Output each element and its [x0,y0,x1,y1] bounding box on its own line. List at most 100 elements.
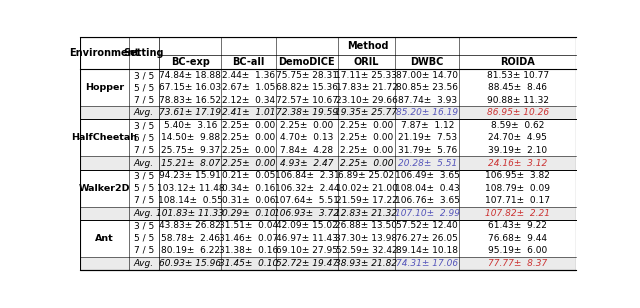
Bar [80,257,576,270]
Text: 3 / 5: 3 / 5 [134,171,154,180]
Text: Setting: Setting [124,48,164,58]
Text: 5 / 5: 5 / 5 [134,184,154,192]
Text: 103.12± 11.48: 103.12± 11.48 [157,184,224,192]
Text: 14.50±  9.88: 14.50± 9.88 [161,133,220,143]
Bar [80,156,576,169]
Text: 2.25±  0.00: 2.25± 0.00 [222,133,275,143]
Text: 52.59± 32.42: 52.59± 32.42 [335,246,397,255]
Text: HalfCheetah: HalfCheetah [71,133,138,143]
Text: 2.25±  0.00: 2.25± 0.00 [222,121,275,130]
Text: 2.25±  0.00: 2.25± 0.00 [340,121,393,130]
Text: 23.10± 29.66: 23.10± 29.66 [335,96,397,105]
Text: 12.83± 21.32: 12.83± 21.32 [335,209,397,217]
Text: 107.64±  5.51: 107.64± 5.51 [275,196,339,205]
Text: 76.27± 26.05: 76.27± 26.05 [396,233,458,243]
Text: DemoDICE: DemoDICE [278,57,335,67]
Text: 2.12±  0.34: 2.12± 0.34 [222,96,275,105]
Text: 106.95±  3.82: 106.95± 3.82 [485,171,550,180]
Text: 3 / 5: 3 / 5 [134,221,154,230]
Text: 60.93± 15.96: 60.93± 15.96 [159,259,221,268]
Text: 68.82± 15.36: 68.82± 15.36 [276,83,338,92]
Text: 24.70±  4.95: 24.70± 4.95 [488,133,547,143]
Text: 67.15± 16.03: 67.15± 16.03 [159,83,221,92]
Text: ORIL: ORIL [354,57,379,67]
Text: 7.84±  4.28: 7.84± 4.28 [280,146,333,155]
Text: 0.34±  0.16: 0.34± 0.16 [222,184,275,192]
Text: 106.32±  2.44: 106.32± 2.44 [275,184,339,192]
Text: 106.49±  3.65: 106.49± 3.65 [395,171,460,180]
Text: 52.72± 19.47: 52.72± 19.47 [276,259,338,268]
Text: Method: Method [347,41,388,51]
Text: ROIDA: ROIDA [500,57,535,67]
Text: 15.21±  8.07: 15.21± 8.07 [161,159,220,168]
Text: BC-exp: BC-exp [171,57,210,67]
Text: 76.68±  9.44: 76.68± 9.44 [488,233,547,243]
Text: 94.23± 15.91: 94.23± 15.91 [159,171,221,180]
Text: 3 / 5: 3 / 5 [134,121,154,130]
Text: 107.71±  0.17: 107.71± 0.17 [485,196,550,205]
Text: 20.28±  5.51: 20.28± 5.51 [397,159,457,168]
Text: 81.53± 10.77: 81.53± 10.77 [486,71,548,80]
Text: 108.04±  0.43: 108.04± 0.43 [395,184,460,192]
Text: 2.41±  1.01: 2.41± 1.01 [222,108,275,117]
Text: 0.31±  0.06: 0.31± 0.06 [222,196,275,205]
Text: 108.14±  0.55: 108.14± 0.55 [158,196,223,205]
Text: Avg.: Avg. [134,209,154,217]
Text: 5 / 5: 5 / 5 [134,133,154,143]
Text: 80.85± 23.56: 80.85± 23.56 [396,83,458,92]
Text: Walker2D: Walker2D [79,184,130,192]
Text: 88.45±  8.46: 88.45± 8.46 [488,83,547,92]
Text: 7 / 5: 7 / 5 [134,146,154,155]
Text: 2.25±  0.00: 2.25± 0.00 [340,133,393,143]
Text: 87.74±  3.93: 87.74± 3.93 [397,96,457,105]
Text: 42.09± 15.02: 42.09± 15.02 [276,221,338,230]
Text: 4.70±  0.13: 4.70± 0.13 [280,133,333,143]
Text: 43.83± 26.82: 43.83± 26.82 [159,221,221,230]
Text: 2.67±  1.05: 2.67± 1.05 [222,83,275,92]
Text: 37.30± 13.98: 37.30± 13.98 [335,233,397,243]
Text: 10.02± 21.00: 10.02± 21.00 [335,184,397,192]
Text: 2.25±  0.00: 2.25± 0.00 [222,159,275,168]
Text: 7.87±  1.12: 7.87± 1.12 [401,121,454,130]
Text: 31.51±  0.04: 31.51± 0.04 [219,221,278,230]
Text: 5.40±  3.16: 5.40± 3.16 [164,121,217,130]
Text: 57.52± 12.40: 57.52± 12.40 [396,221,458,230]
Text: 3 / 5: 3 / 5 [134,71,154,80]
Text: Avg.: Avg. [134,159,154,168]
Text: 6.89± 25.02: 6.89± 25.02 [339,171,394,180]
Text: 89.14± 10.18: 89.14± 10.18 [396,246,458,255]
Text: 106.76±  3.65: 106.76± 3.65 [395,196,460,205]
Text: Environment: Environment [69,48,140,58]
Text: 2.44±  1.36: 2.44± 1.36 [222,71,275,80]
Text: 17.11± 25.33: 17.11± 25.33 [335,71,397,80]
Text: 5 / 5: 5 / 5 [134,233,154,243]
Text: 74.31± 17.06: 74.31± 17.06 [396,259,458,268]
Text: 31.45±  0.10: 31.45± 0.10 [219,259,278,268]
Text: 25.75±  9.37: 25.75± 9.37 [161,146,220,155]
Text: 85.20± 16.19: 85.20± 16.19 [396,108,458,117]
Text: 72.38± 19.59: 72.38± 19.59 [276,108,338,117]
Text: 107.82±  2.21: 107.82± 2.21 [485,209,550,217]
Text: 0.21±  0.05: 0.21± 0.05 [222,171,275,180]
Text: 4.93±  2.47: 4.93± 2.47 [280,159,333,168]
Text: Avg.: Avg. [134,108,154,117]
Text: 0.29±  0.10: 0.29± 0.10 [222,209,275,217]
Text: 106.84±  2.31: 106.84± 2.31 [275,171,339,180]
Text: 21.59± 17.22: 21.59± 17.22 [335,196,397,205]
Text: 21.19±  7.53: 21.19± 7.53 [397,133,457,143]
Text: 73.61± 17.19: 73.61± 17.19 [159,108,221,117]
Text: 2.25±  0.00: 2.25± 0.00 [340,159,393,168]
Text: 26.88± 13.50: 26.88± 13.50 [335,221,397,230]
Text: 77.77±  8.37: 77.77± 8.37 [488,259,547,268]
Text: 75.75± 28.31: 75.75± 28.31 [276,71,338,80]
Text: 58.78±  2.46: 58.78± 2.46 [161,233,220,243]
Text: 17.83± 21.72: 17.83± 21.72 [335,83,397,92]
Text: 39.19±  2.10: 39.19± 2.10 [488,146,547,155]
Text: 61.43±  9.22: 61.43± 9.22 [488,221,547,230]
Text: 74.84± 18.88: 74.84± 18.88 [159,71,221,80]
Text: Hopper: Hopper [84,83,124,92]
Text: 7 / 5: 7 / 5 [134,196,154,205]
Text: 19.35± 25.77: 19.35± 25.77 [335,108,397,117]
Text: 80.19±  6.22: 80.19± 6.22 [161,246,220,255]
Text: 90.88± 11.32: 90.88± 11.32 [487,96,548,105]
